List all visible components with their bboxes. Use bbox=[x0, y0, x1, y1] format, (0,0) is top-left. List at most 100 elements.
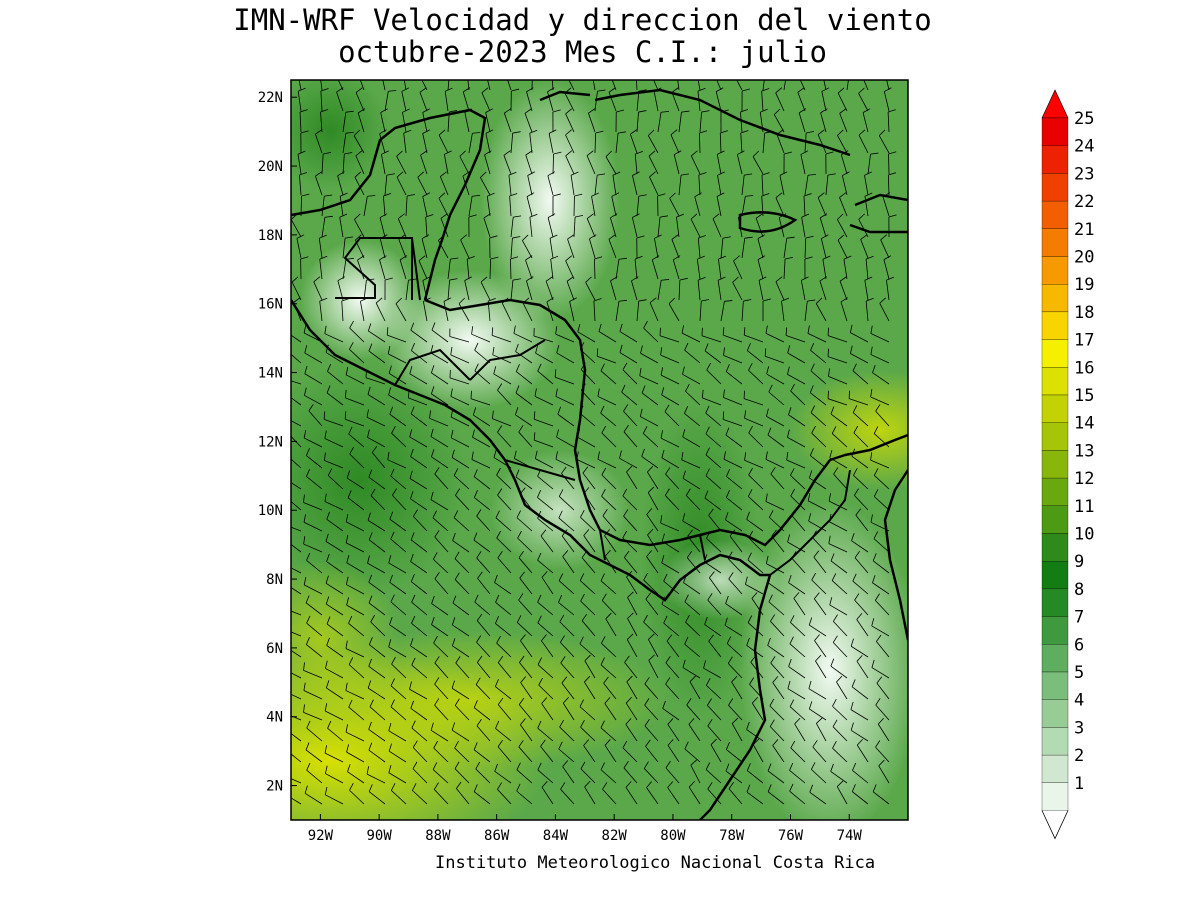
wind-barb bbox=[497, 782, 512, 805]
wind-barb bbox=[641, 448, 659, 469]
wind-barb bbox=[610, 213, 618, 238]
wind-barb bbox=[841, 171, 850, 196]
wind-barb bbox=[313, 276, 323, 301]
wind-barb bbox=[645, 592, 659, 616]
colorbar-swatch bbox=[1041, 422, 1069, 451]
wind-barb bbox=[460, 234, 470, 259]
wind-barb bbox=[665, 467, 680, 490]
wind-barb bbox=[817, 129, 827, 154]
political-borders bbox=[335, 237, 851, 576]
wind-barb bbox=[547, 213, 556, 238]
wind-barb bbox=[870, 452, 890, 469]
wind-barb bbox=[788, 574, 806, 595]
wind-barb bbox=[324, 765, 344, 784]
wind-barb bbox=[858, 87, 869, 112]
wind-barb bbox=[348, 699, 365, 721]
wind-barb bbox=[623, 509, 638, 532]
wind-barb bbox=[879, 297, 890, 322]
wind-barb bbox=[832, 719, 848, 742]
wind-barb bbox=[615, 257, 627, 280]
wind-barb bbox=[707, 719, 722, 742]
colorbar-swatch bbox=[1041, 311, 1069, 340]
wind-barb bbox=[672, 255, 681, 280]
wind-barb bbox=[701, 389, 722, 406]
colorbar-label: 6 bbox=[1074, 635, 1084, 655]
wind-barb bbox=[454, 740, 470, 763]
wind-barb bbox=[529, 129, 538, 154]
wind-barb bbox=[291, 543, 302, 553]
wind-barb bbox=[820, 108, 828, 133]
wind-barb bbox=[384, 173, 395, 196]
wind-barb bbox=[804, 299, 816, 322]
wind-barb bbox=[858, 213, 869, 238]
wind-barb bbox=[719, 130, 729, 154]
wind-barb bbox=[515, 407, 533, 427]
wind-barb bbox=[704, 343, 722, 364]
wind-barb bbox=[555, 388, 575, 406]
wind-barb bbox=[291, 397, 302, 406]
wind-barb bbox=[865, 297, 874, 322]
wind-barb bbox=[619, 323, 638, 343]
wind-barb bbox=[291, 425, 302, 448]
wind-barb bbox=[323, 411, 344, 427]
wind-barb bbox=[601, 593, 617, 616]
wind-barb bbox=[744, 410, 764, 427]
wind-barb bbox=[291, 458, 302, 469]
wind-barb bbox=[368, 742, 386, 763]
wind-barb bbox=[809, 385, 827, 406]
wind-barb bbox=[410, 553, 428, 574]
wind-barb bbox=[741, 88, 750, 112]
wind-barb bbox=[516, 783, 533, 805]
wind-barb bbox=[510, 215, 522, 238]
wind-barb bbox=[568, 80, 575, 91]
colorbar-label: 19 bbox=[1074, 275, 1094, 295]
wind-barb bbox=[579, 636, 596, 658]
wind-barb bbox=[494, 574, 512, 595]
wind-barb bbox=[685, 384, 701, 406]
wind-barb bbox=[746, 343, 764, 364]
wind-barb bbox=[534, 388, 554, 406]
wind-barb bbox=[303, 682, 323, 700]
wind-barb bbox=[856, 613, 869, 637]
wind-barb bbox=[808, 470, 827, 490]
wind-barb bbox=[829, 597, 848, 616]
wind-barb bbox=[455, 488, 470, 511]
wind-barb bbox=[717, 171, 725, 196]
wind-barb bbox=[858, 129, 869, 154]
wind-barb bbox=[815, 297, 827, 322]
wind-barb bbox=[790, 740, 806, 763]
wind-barb bbox=[644, 719, 659, 742]
wind-barb bbox=[769, 698, 785, 721]
wind-barb bbox=[699, 130, 708, 154]
wind-barb bbox=[837, 87, 848, 112]
wind-barb bbox=[685, 488, 701, 511]
wind-barb bbox=[646, 550, 659, 574]
wind-barb bbox=[503, 150, 512, 175]
colorbar-swatch bbox=[1041, 256, 1069, 285]
wind-barb bbox=[648, 150, 659, 175]
wind-barb bbox=[390, 699, 407, 721]
wind-barb bbox=[345, 724, 365, 742]
wind-barb bbox=[825, 173, 836, 196]
wind-barb bbox=[537, 489, 554, 511]
wind-barb bbox=[412, 783, 428, 805]
wind-barb bbox=[619, 450, 638, 469]
wind-barb bbox=[346, 597, 365, 616]
wind-barb bbox=[849, 324, 869, 343]
wind-barb bbox=[827, 348, 848, 364]
wind-barb bbox=[799, 80, 806, 91]
wind-barb bbox=[297, 87, 306, 112]
wind-barb bbox=[370, 614, 386, 637]
wind-barb bbox=[534, 450, 554, 469]
wind-barb bbox=[647, 465, 659, 490]
wind-barb bbox=[852, 573, 869, 595]
wind-barb bbox=[384, 277, 393, 301]
wind-barb bbox=[318, 234, 327, 259]
wind-barb bbox=[370, 488, 386, 511]
wind-barb bbox=[831, 573, 848, 595]
wind-barb bbox=[669, 192, 680, 217]
wind-barb bbox=[291, 732, 302, 742]
lat-tick-label: 6N bbox=[266, 641, 283, 657]
wind-barb bbox=[449, 369, 470, 385]
